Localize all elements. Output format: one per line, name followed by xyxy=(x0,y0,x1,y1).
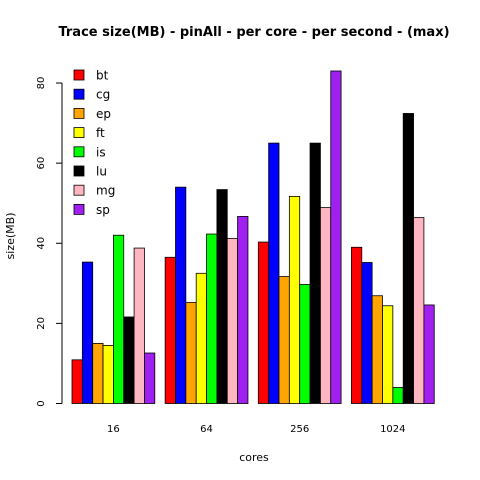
legend-swatch-ft xyxy=(73,127,85,138)
bar-mg-1024 xyxy=(413,217,425,404)
bar-mg-64 xyxy=(226,238,239,404)
bar-lu-16 xyxy=(123,316,135,404)
bar-is-64 xyxy=(206,233,218,404)
bar-cg-1024 xyxy=(361,262,373,404)
bar-is-256 xyxy=(299,284,311,404)
legend-swatch-cg xyxy=(73,88,85,100)
bar-bt-16 xyxy=(71,359,83,404)
legend-label-ep: ep xyxy=(96,107,111,121)
bar-cg-16 xyxy=(81,261,94,404)
y-tick-label: 0 xyxy=(36,400,47,406)
y-axis-label: size(MB) xyxy=(4,213,17,260)
bar-mg-256 xyxy=(319,207,332,404)
legend-swatch-lu xyxy=(73,165,85,177)
bar-ep-1024 xyxy=(371,295,383,404)
legend-label-lu: lu xyxy=(96,165,107,179)
bar-is-16 xyxy=(113,234,125,404)
bar-lu-64 xyxy=(216,189,228,404)
bar-sp-16 xyxy=(144,352,156,404)
bar-cg-256 xyxy=(268,142,280,404)
bar-mg-16 xyxy=(133,247,145,404)
bar-bt-256 xyxy=(257,241,270,404)
y-tick-label: 20 xyxy=(36,317,47,330)
legend-label-cg: cg xyxy=(96,88,110,102)
legend-label-bt: bt xyxy=(96,69,109,83)
bar-lu-256 xyxy=(309,142,321,404)
legend-swatch-mg xyxy=(73,184,85,196)
x-axis-ticks: 16 64 256 1024 xyxy=(107,424,405,435)
bar-sp-256 xyxy=(330,70,342,404)
bar-ep-256 xyxy=(278,276,290,404)
x-tick-label: 16 xyxy=(107,424,120,435)
bar-cg-64 xyxy=(175,186,187,404)
bar-ft-16 xyxy=(102,345,114,404)
legend-label-ft: ft xyxy=(96,126,105,140)
bar-sp-1024 xyxy=(423,304,435,404)
chart-title: Trace size(MB) - pinAll - per core - per… xyxy=(58,25,449,40)
y-tick-label: 40 xyxy=(36,237,47,250)
y-tick-label: 60 xyxy=(36,157,47,170)
bar-is-1024 xyxy=(392,387,404,404)
bar-bt-1024 xyxy=(351,246,363,404)
legend-label-is: is xyxy=(96,145,106,159)
bar-ft-256 xyxy=(288,195,301,404)
legend-swatch-ep xyxy=(73,108,85,119)
bar-sp-64 xyxy=(237,216,249,404)
bar-ep-64 xyxy=(185,302,197,404)
y-axis: 0 20 40 60 80 xyxy=(36,77,63,407)
x-axis-label: cores xyxy=(239,451,269,464)
legend-swatch-is xyxy=(73,146,85,158)
bar-ep-16 xyxy=(92,343,104,404)
legend: bt cg ep ft is lu mg sp xyxy=(73,69,115,217)
bar-ft-1024 xyxy=(382,305,394,404)
x-tick-label: 256 xyxy=(290,424,309,435)
legend-label-sp: sp xyxy=(96,203,110,217)
bar-ft-64 xyxy=(195,272,207,404)
bars xyxy=(71,70,435,404)
legend-swatch-bt xyxy=(73,69,85,81)
legend-swatch-sp xyxy=(73,203,85,215)
x-tick-label: 1024 xyxy=(380,424,405,435)
bar-lu-1024 xyxy=(402,113,414,404)
bar-bt-64 xyxy=(164,256,176,404)
x-tick-label: 64 xyxy=(200,424,213,435)
y-tick-label: 80 xyxy=(36,77,47,90)
legend-label-mg: mg xyxy=(96,184,115,198)
